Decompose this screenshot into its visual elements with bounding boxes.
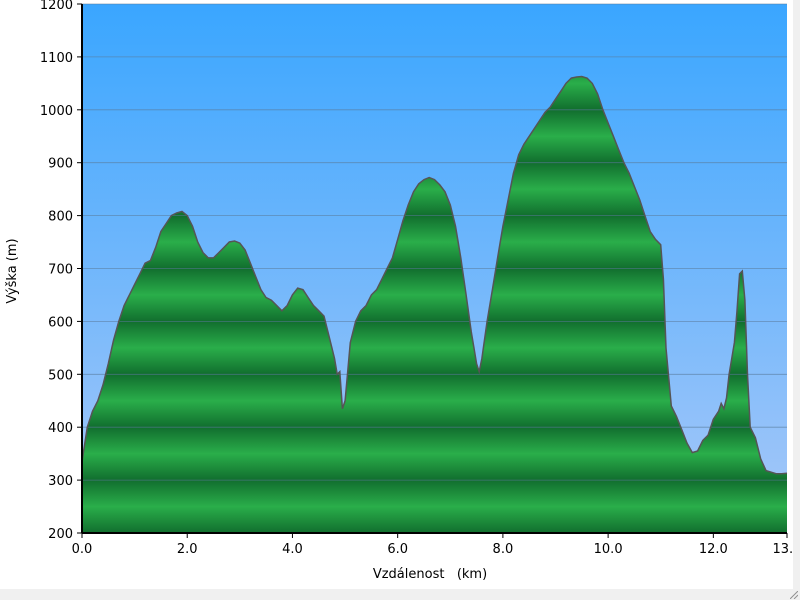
y-axis-title: Výška (m) <box>5 238 20 303</box>
x-tick-label: 10.0 <box>594 542 623 557</box>
x-tick-label: 4.0 <box>282 542 303 557</box>
x-tick-label: 6.0 <box>387 542 408 557</box>
y-tick-label: 700 <box>48 263 73 278</box>
terrain-fill-layer <box>82 76 787 533</box>
x-tick-label: 0.0 <box>72 542 93 557</box>
x-tick-label: 2.0 <box>177 542 198 557</box>
x-tick-label: 12.0 <box>699 542 728 557</box>
y-tick-label: 300 <box>48 474 73 489</box>
elevation-area <box>82 76 787 533</box>
y-tick-label: 200 <box>48 527 73 542</box>
resize-grip-icon[interactable] <box>790 591 798 599</box>
y-tick-label: 600 <box>48 315 73 330</box>
x-tick-labels: 0.0 2.0 4.0 6.0 8.0 10.0 12.0 13.4 <box>72 533 800 557</box>
y-tick-label: 1000 <box>40 104 73 119</box>
y-tick-label: 1100 <box>40 51 73 66</box>
window-edge-right <box>793 0 800 589</box>
y-tick-label: 900 <box>48 157 73 172</box>
y-tick-label: 400 <box>48 421 73 436</box>
window-edge-bottom <box>0 589 800 600</box>
y-tick-label: 1200 <box>40 0 73 13</box>
x-axis-title: Vzdálenost (km) <box>373 567 487 582</box>
y-tick-label: 800 <box>48 210 73 225</box>
elevation-line <box>81 75 788 475</box>
y-tick-label: 500 <box>48 368 73 383</box>
terrain-outline-layer <box>81 75 788 475</box>
y-tick-labels: 200 300 400 500 600 700 800 900 1000 1100 1200 <box>40 0 82 542</box>
grid-lines <box>82 3 787 481</box>
x-tick-label: 8.0 <box>493 542 514 557</box>
